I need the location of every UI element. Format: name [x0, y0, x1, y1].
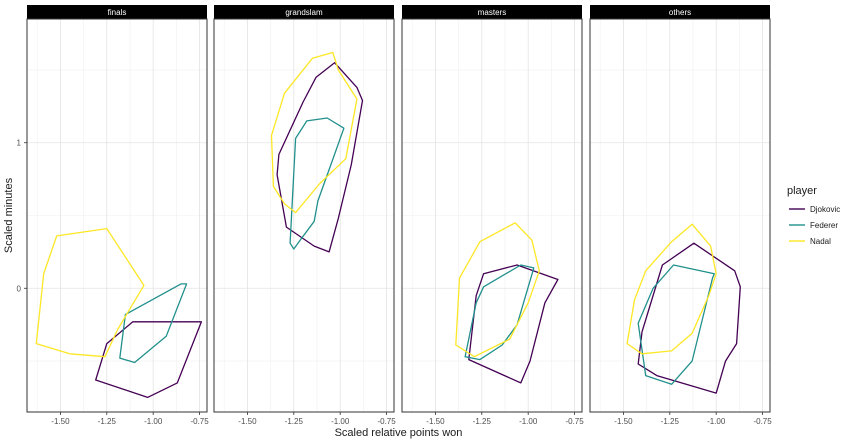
- panel-masters: masters -1.50 -1.25 -1.00 -0.75: [401, 5, 584, 426]
- strip-label: grandslam: [285, 8, 323, 17]
- legend-title: player: [787, 185, 817, 197]
- hull-federer-masters: [464, 264, 535, 361]
- strip-others: [590, 5, 770, 19]
- x-tick-label: -1.00: [331, 417, 350, 426]
- hull-federer-grandslam: [289, 117, 345, 250]
- hull-nadal-finals: [35, 227, 145, 358]
- x-tick-label: -1.25: [473, 417, 492, 426]
- strip-label: others: [669, 8, 691, 17]
- hull-nadal-others: [626, 223, 717, 355]
- x-axis-title: Scaled relative points won: [335, 427, 463, 439]
- panel-finals: finals -1.50 -1.25 -1.00 -0.75: [26, 5, 209, 426]
- hull-nadal-masters: [455, 222, 540, 358]
- legend-label-nadal: Nadal: [810, 237, 831, 246]
- strip-masters: [402, 5, 582, 19]
- strip-label: finals: [108, 8, 127, 17]
- legend-label-federer: Federer: [810, 221, 838, 230]
- hull-djokovic-masters: [468, 264, 559, 384]
- x-tick-label: -1.25: [661, 417, 680, 426]
- hull-djokovic-others: [637, 242, 741, 394]
- strip-grandslam: [214, 5, 394, 19]
- x-tick-label: -1.25: [98, 417, 117, 426]
- y-tick-label: 0: [17, 284, 22, 293]
- x-tick-label: -0.75: [565, 417, 584, 426]
- facet-panels: finals -1.50 -1.25 -1.00 -0.75 grandslam -1.50…: [26, 5, 772, 426]
- hull-federer-finals: [119, 283, 188, 364]
- x-tick-label: -0.75: [753, 417, 772, 426]
- x-tick-label: -1.50: [614, 417, 633, 426]
- panel-grandslam: grandslam -1.50 -1.25 -1.00 -0.75: [213, 5, 396, 426]
- x-tick-label: -0.75: [377, 417, 396, 426]
- y-tick-label: 1: [17, 139, 22, 148]
- panel-border: [401, 18, 583, 413]
- x-tick-label: -1.00: [144, 417, 163, 426]
- x-tick-label: -1.50: [426, 417, 445, 426]
- x-tick-label: -1.25: [285, 417, 304, 426]
- hull-nadal-grandslam: [270, 51, 358, 214]
- hull-djokovic-finals: [95, 321, 203, 399]
- hull-federer-others: [637, 264, 715, 385]
- strip-label: masters: [478, 8, 506, 17]
- strip-finals: [27, 5, 207, 19]
- legend-label-djokovic: Djokovic: [810, 205, 840, 214]
- x-tick-label: -1.50: [51, 417, 70, 426]
- legend: player Djokovic Federer Nadal: [787, 185, 840, 246]
- x-tick-label: -1.00: [519, 417, 538, 426]
- panel-others: others -1.50 -1.25 -1.00 -0.75: [589, 5, 772, 426]
- y-axis: 01: [17, 139, 27, 293]
- x-tick-label: -0.75: [190, 417, 209, 426]
- x-tick-label: -1.00: [707, 417, 726, 426]
- panel-border: [213, 18, 395, 413]
- y-axis-title: Scaled minutes: [3, 177, 15, 253]
- panel-border: [589, 18, 771, 413]
- hull-djokovic-grandslam: [276, 62, 364, 253]
- x-tick-label: -1.50: [238, 417, 257, 426]
- panel-border: [26, 18, 208, 413]
